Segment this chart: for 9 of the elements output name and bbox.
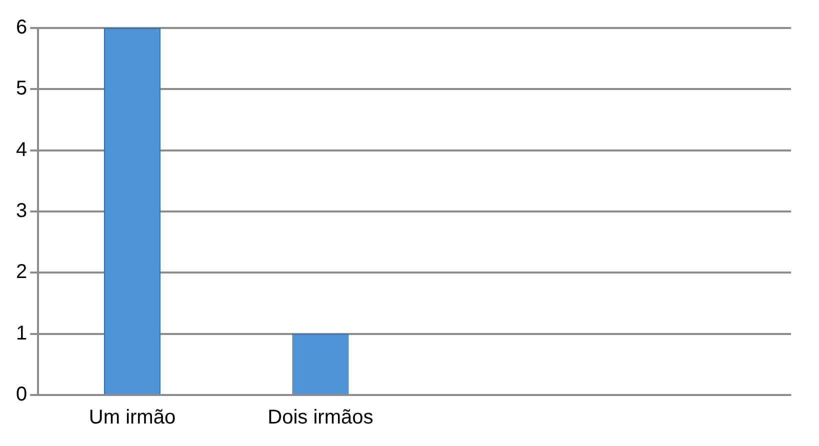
y-tick-label: 1: [16, 322, 28, 344]
y-tick-label: 4: [16, 138, 28, 161]
y-tick-label: 3: [16, 200, 28, 222]
y-tick-label: 2: [16, 261, 28, 284]
y-tick-label: 5: [16, 78, 28, 100]
y-tick-label: 6: [16, 16, 28, 39]
y-tick-label: 0: [16, 384, 28, 406]
x-tick-label: Um irmão: [88, 406, 176, 429]
x-tick-label: Dois irmãos: [268, 406, 374, 429]
